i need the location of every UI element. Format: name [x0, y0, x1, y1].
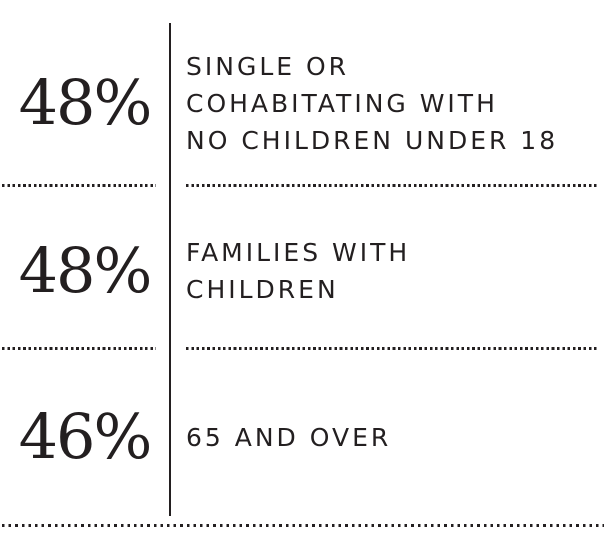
dotted-divider — [2, 524, 604, 527]
stat-label: FAMILIES WITH CHILDREN — [169, 234, 410, 308]
stat-row: 48% FAMILIES WITH CHILDREN — [0, 186, 609, 348]
stat-label-line: 65 AND OVER — [186, 422, 392, 452]
stat-label-line: COHABITATING WITH — [186, 88, 498, 118]
stat-label-line: NO CHILDREN UNDER 18 — [186, 125, 559, 155]
stat-label-line: FAMILIES WITH — [186, 238, 411, 267]
stat-row: 48% SINGLE OR COHABITATING WITH NO CHILD… — [0, 0, 609, 186]
dotted-divider — [186, 184, 597, 187]
stat-row: 46% 65 AND OVER — [0, 348, 609, 526]
stat-label-line: SINGLE OR — [186, 51, 350, 81]
dotted-divider — [2, 184, 156, 187]
stat-value: 46% — [18, 400, 153, 473]
stat-value: 48% — [18, 234, 153, 307]
stat-label-line: CHILDREN — [186, 275, 339, 304]
stat-label: 65 AND OVER — [169, 419, 391, 456]
dotted-divider — [186, 347, 597, 350]
stat-value: 48% — [18, 66, 153, 139]
stat-label: SINGLE OR COHABITATING WITH NO CHILDREN … — [169, 48, 558, 159]
dotted-divider — [2, 347, 156, 350]
column-divider-line — [169, 23, 171, 516]
